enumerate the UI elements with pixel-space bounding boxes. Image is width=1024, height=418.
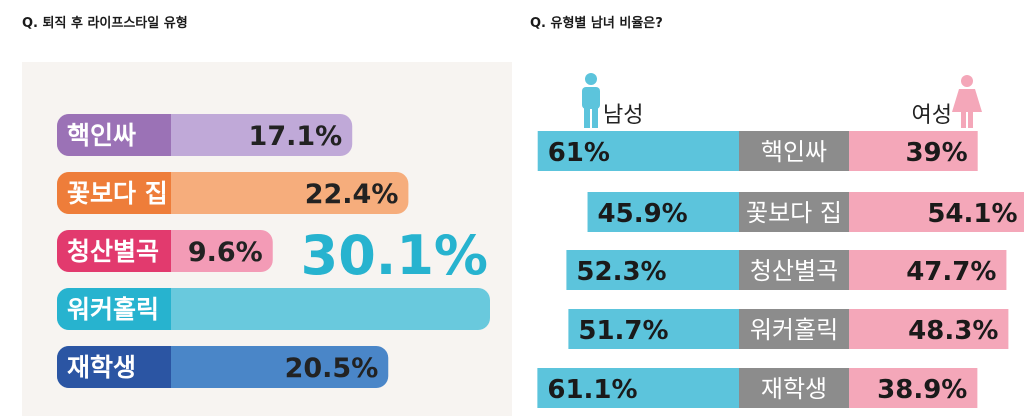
female-icon-leg — [968, 111, 973, 128]
category-label: 재학생 — [67, 353, 136, 382]
female-bar — [849, 368, 978, 408]
male-bar — [566, 250, 739, 290]
female-value-label: 39% — [905, 138, 967, 168]
female-label: 여성 — [912, 103, 952, 128]
female-icon-leg — [961, 111, 966, 128]
male-icon — [582, 73, 600, 128]
category-box — [739, 250, 849, 290]
female-value-label: 54.1% — [927, 199, 1017, 229]
value-label: 30.1% — [301, 224, 488, 287]
category-box — [739, 368, 849, 408]
bar-group: 워커홀릭 — [57, 288, 490, 330]
left-panel-title: Q. 퇴직 후 라이프스타일 유형 — [22, 16, 188, 31]
male-value-label: 52.3% — [576, 257, 666, 287]
bar-label-segment-edge — [157, 114, 171, 156]
female-value-label: 47.7% — [906, 257, 996, 287]
male-value-label: 45.9% — [598, 199, 688, 229]
category-box — [739, 192, 849, 232]
gender-row: 52.3% 청산별곡 47.7% — [566, 250, 1007, 290]
category-label: 워커홀릭 — [67, 295, 159, 324]
male-icon-leg — [584, 106, 590, 128]
value-label: 9.6% — [188, 237, 263, 268]
bar-group: 청산별곡 9.6% — [57, 230, 273, 272]
gender-row: 45.9% 꽃보다 집 54.1% — [587, 192, 1024, 232]
male-bar — [587, 192, 739, 232]
male-bar — [537, 131, 739, 171]
gender-row: 61% 핵인싸 39% — [537, 131, 978, 171]
female-icon-dress — [952, 89, 982, 112]
bar-label-segment — [57, 172, 171, 214]
female-icon — [952, 75, 982, 128]
female-bar — [849, 250, 1007, 290]
category-label: 청산별곡 — [750, 257, 838, 285]
male-bar — [568, 309, 739, 349]
male-icon-body — [582, 87, 600, 109]
bar-label-segment-edge — [157, 172, 171, 214]
bar-group: 꽃보다 집 22.4% — [57, 172, 409, 214]
male-icon-head — [585, 73, 597, 85]
right-panel-title: Q. 유형별 남녀 비율은? — [530, 16, 663, 31]
category-label: 청산별곡 — [67, 237, 159, 266]
male-value-label: 61.1% — [547, 375, 637, 405]
female-icon-head — [961, 75, 973, 87]
bar-group: 재학생 20.5% — [57, 346, 389, 388]
category-label: 핵인싸 — [761, 138, 827, 166]
bar-label-segment-edge — [157, 346, 171, 388]
category-label: 꽃보다 집 — [746, 199, 842, 227]
category-box — [739, 309, 849, 349]
bar-label-segment — [57, 346, 171, 388]
female-value-label: 48.3% — [908, 316, 998, 346]
bar-label-segment — [57, 114, 171, 156]
value-label: 20.5% — [285, 353, 379, 384]
male-bar — [537, 368, 739, 408]
value-label: 22.4% — [305, 179, 399, 210]
male-value-label: 51.7% — [578, 316, 668, 346]
category-label: 재학생 — [761, 375, 827, 403]
bar-group: 핵인싸 17.1% — [57, 114, 353, 156]
value-label: 17.1% — [249, 121, 343, 152]
bar-label-segment — [57, 230, 171, 272]
bar-label-segment-edge — [157, 230, 171, 272]
bar-label-segment-edge — [157, 288, 171, 330]
female-value-label: 38.9% — [877, 375, 967, 405]
gender-row: 51.7% 워커홀릭 48.3% — [568, 309, 1009, 349]
bar-label-segment — [57, 288, 171, 330]
female-bar — [849, 309, 1009, 349]
male-value-label: 61% — [548, 138, 610, 168]
male-label: 남성 — [603, 103, 643, 128]
male-icon-leg — [592, 106, 598, 128]
lifestyle-type-bar-chart: 핵인싸 17.1% 꽃보다 집 22.4% 청산별곡 9.6% 워커홀릭 30.1% 재학생 20… — [22, 62, 512, 416]
category-label: 워커홀릭 — [750, 316, 838, 344]
category-label: 핵인싸 — [67, 121, 136, 150]
gender-row: 61.1% 재학생 38.9% — [537, 368, 978, 408]
category-label: 꽃보다 집 — [67, 179, 168, 208]
category-box — [739, 131, 849, 171]
female-bar — [849, 192, 1024, 232]
female-bar — [849, 131, 978, 171]
